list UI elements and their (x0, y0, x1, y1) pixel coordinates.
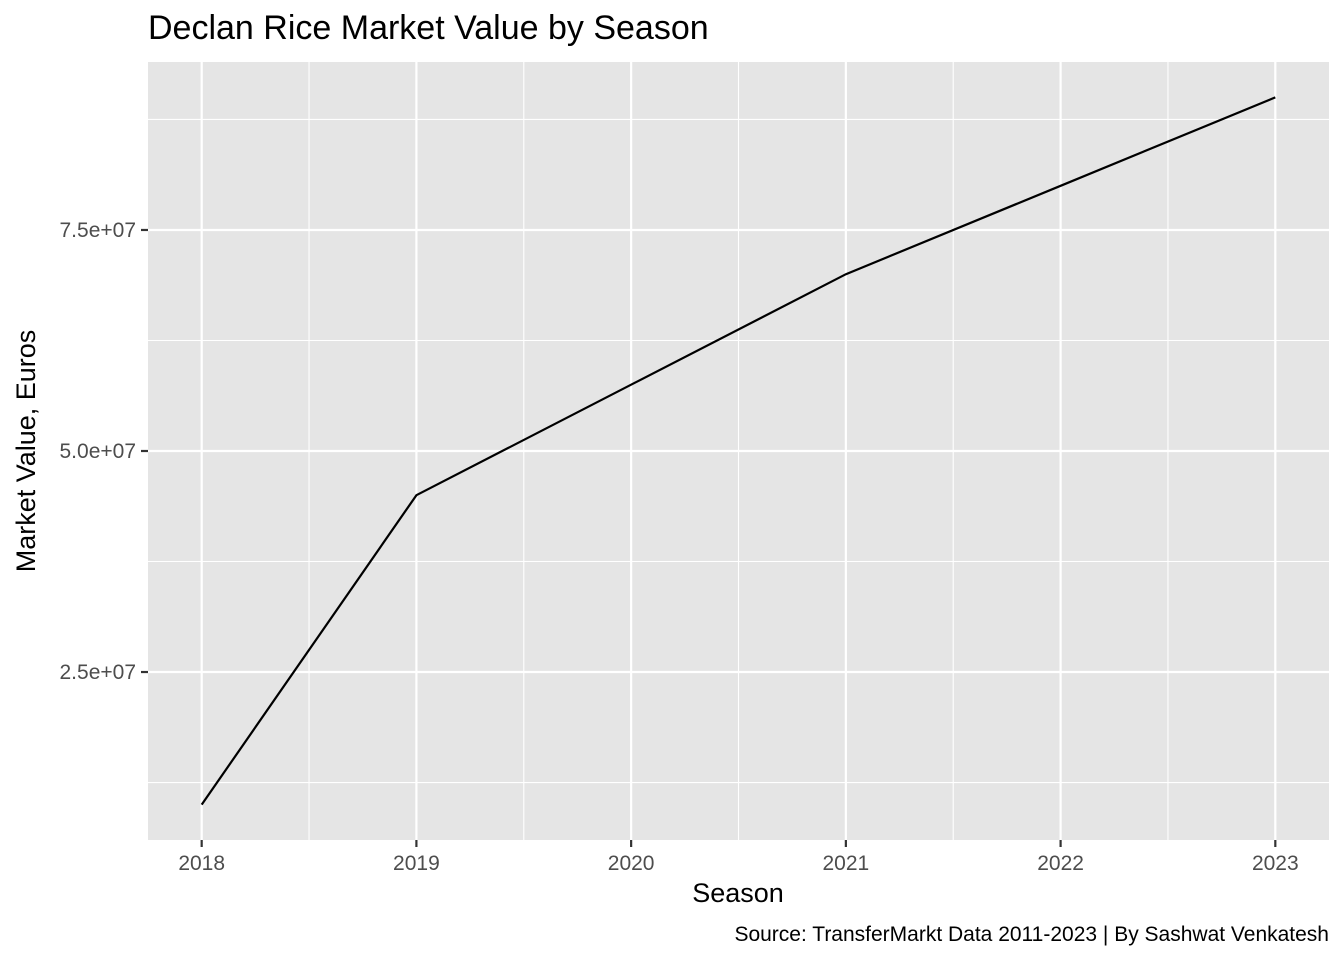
chart-title: Declan Rice Market Value by Season (148, 9, 709, 47)
y-tick-label: 7.5e+07 (60, 219, 137, 242)
x-axis-title: Season (692, 878, 784, 908)
series-line (200, 96, 1276, 806)
y-axis: 2.5e+07 5.0e+07 7.5e+07 (60, 219, 148, 684)
x-axis: 2018 2019 2020 2021 2022 2023 (178, 840, 1299, 875)
chart-caption: Source: TransferMarkt Data 2011-2023 | B… (734, 923, 1329, 946)
x-tick-label: 2019 (393, 852, 440, 875)
grid-major (148, 62, 1329, 840)
x-tick-label: 2021 (823, 852, 870, 875)
x-tick-label: 2018 (178, 852, 225, 875)
x-tick-label: 2023 (1252, 852, 1299, 875)
x-tick-label: 2022 (1037, 852, 1084, 875)
y-axis-title: Market Value, Euros (11, 330, 41, 573)
y-tick-label: 2.5e+07 (60, 661, 137, 684)
y-tick-label: 5.0e+07 (60, 440, 137, 463)
x-tick-label: 2020 (608, 852, 655, 875)
